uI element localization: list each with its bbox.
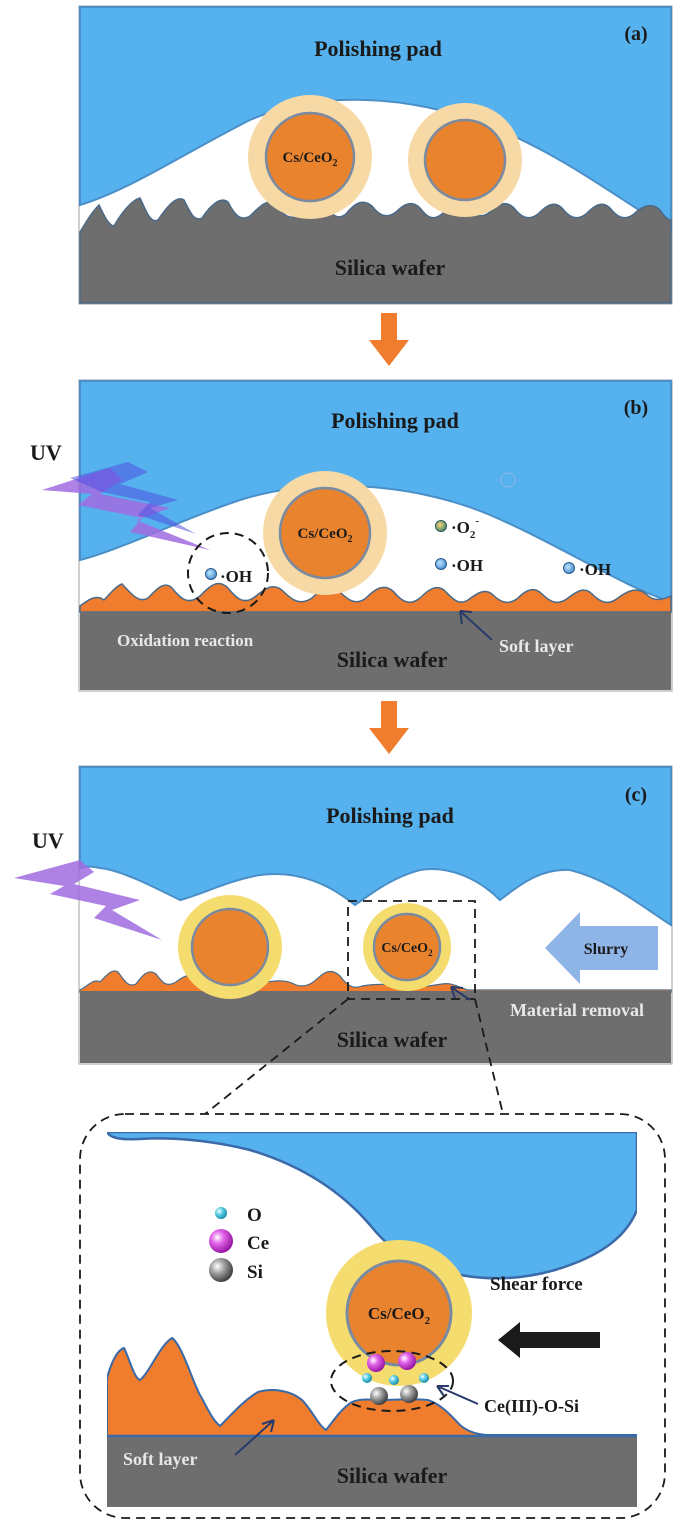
oh-radical-label: ·OH [579, 560, 611, 579]
particle-core [372, 912, 442, 982]
panel-tag: (a) [624, 23, 647, 45]
bubble-icon [500, 472, 516, 488]
pointer-arrow [450, 986, 471, 1001]
uv-lightning-icon [42, 468, 210, 550]
particle-label: Cs/CeO2 [381, 941, 433, 958]
o-atom-icon [389, 1375, 399, 1385]
polishing-pad [79, 766, 672, 927]
silica-wafer [80, 991, 671, 1063]
pad-label: Polishing pad [331, 408, 459, 433]
panel-tag: (c) [625, 784, 647, 806]
flow-arrow [369, 701, 409, 754]
flow-arrow [369, 313, 409, 366]
polishing-pad [107, 1132, 637, 1280]
slurry-arrow-icon [545, 912, 658, 984]
o-atom-icon [419, 1373, 429, 1383]
particle-core [278, 486, 372, 580]
wafer-label: Silica wafer [337, 647, 448, 672]
soft-layer [79, 582, 672, 613]
si-atom-icon [370, 1387, 388, 1405]
legend-ce-label: Ce [247, 1233, 269, 1254]
pointer-arrow [459, 610, 493, 641]
silica-wafer [79, 197, 672, 304]
silica-wafer [80, 612, 671, 690]
ce-atom-icon [209, 1229, 233, 1253]
wafer-label: Silica wafer [335, 255, 446, 280]
oh-radical-label: ·OH [220, 567, 252, 586]
o2-radical-label: ·O2- [451, 515, 479, 541]
zoom-inset: Cs/CeO2 O Ce Si Shear force Ce(III)-O-Si… [79, 1113, 666, 1519]
panel-c: Cs/CeO2 Polishing pad (c) UV Slurry Mate… [14, 765, 673, 1065]
uv-label: UV [30, 440, 62, 465]
pad-label: Polishing pad [326, 803, 454, 828]
shear-force-arrow-icon [498, 1322, 600, 1358]
soft-layer-label: Soft layer [499, 636, 573, 656]
o2-radical-icon [435, 520, 447, 532]
ce-atom-icon [398, 1352, 416, 1370]
wafer-label: Silica wafer [337, 1027, 448, 1052]
particle-label: Cs/CeO2 [368, 1304, 431, 1327]
silica-wafer [107, 1436, 637, 1507]
si-atom-icon [209, 1258, 233, 1282]
soft-layer [107, 1336, 637, 1439]
particle-core [264, 111, 356, 203]
slurry-label: Slurry [584, 941, 628, 958]
zoom-connector-line [474, 998, 504, 1115]
zoom-region-outline [347, 900, 476, 1000]
oh-radical-icon [205, 568, 217, 580]
wafer-label: Silica wafer [337, 1463, 448, 1488]
panel-tag: (b) [624, 397, 648, 419]
particle-core [190, 907, 270, 987]
panel-a: Cs/CeO2 Polishing pad (a) Silica wafer [78, 5, 673, 305]
si-atom-icon [400, 1385, 418, 1403]
shear-force-label: Shear force [490, 1274, 583, 1295]
oxidation-zone-outline [187, 532, 269, 614]
uv-lightning-icon [70, 462, 196, 534]
removal-label: Material removal [510, 1000, 644, 1020]
soft-layer-label: Soft layer [123, 1449, 197, 1469]
bond-label: Ce(III)-O-Si [484, 1396, 579, 1417]
panel-b: Cs/CeO2 Polishing pad (b) UV ·OH ·O2- ·O… [30, 379, 673, 692]
uv-label: UV [32, 828, 64, 853]
oh-radical-icon [563, 562, 575, 574]
oxidation-label: Oxidation reaction [117, 631, 254, 650]
oh-radical-label: ·OH [451, 556, 483, 575]
polishing-pad [79, 6, 672, 232]
uv-lightning-icon [14, 860, 162, 940]
o-atom-icon [215, 1207, 227, 1219]
particle-label: Cs/CeO2 [298, 526, 353, 545]
atom-legend: O Ce Si [209, 1205, 269, 1283]
particle-core [423, 118, 507, 202]
bond-zone-outline [330, 1350, 454, 1412]
pointer-arrow [234, 1419, 275, 1456]
legend-o-label: O [247, 1205, 262, 1226]
o-atom-icon [362, 1373, 372, 1383]
zoom-connector-line [204, 998, 349, 1115]
legend-si-label: Si [247, 1262, 263, 1283]
pointer-arrow [436, 1385, 479, 1405]
pad-label: Polishing pad [314, 36, 442, 61]
ce-atom-icon [367, 1354, 385, 1372]
oh-radical-icon [435, 558, 447, 570]
particle-label: Cs/CeO2 [283, 150, 338, 169]
